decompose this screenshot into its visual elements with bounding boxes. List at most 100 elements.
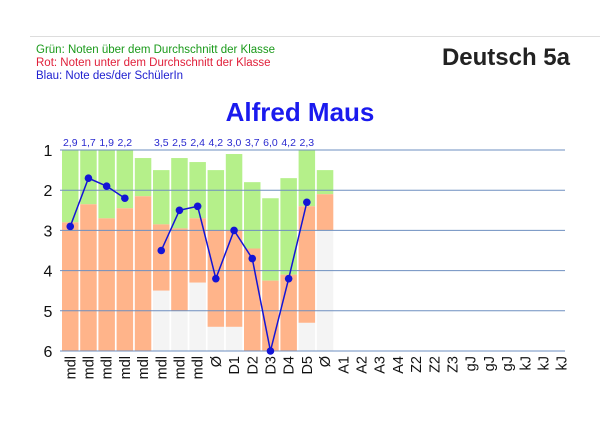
x-tick-label: Ø [209,356,225,367]
value-label: 6,0 [263,137,278,149]
y-tick-label: 3 [44,223,53,240]
bar-green [280,178,297,275]
top-divider [30,36,600,37]
bar-remainder [225,326,243,351]
bar-green [244,182,261,249]
student-grade-point [121,194,129,203]
value-label: 2,4 [190,137,205,149]
x-tick-label: Z2 [409,356,425,373]
bar-green [207,170,225,231]
value-label: 4,2 [281,137,296,149]
bar-orange [316,194,334,231]
student-grade-point [193,202,202,211]
student-grade-point [66,222,75,231]
bar-green [62,150,79,223]
x-tick-label: gJ [500,356,516,371]
x-tick-label: A1 [336,356,352,374]
bar-green [153,170,170,225]
bar-orange [225,230,243,327]
legend-blue: Blau: Note des/der SchülerIn [36,70,184,82]
x-tick-label: mdl [100,356,116,379]
student-grade-point [284,274,293,283]
x-tick-label: gJ [464,356,480,371]
value-label: 3,5 [154,137,169,149]
bar-remainder [189,282,206,351]
student-grade-point [84,174,93,182]
bar-orange [298,206,316,323]
student-grade-point [230,226,238,235]
student-grade-point [157,246,166,255]
chart-title: Alfred Maus [225,97,375,127]
student-grade-point [175,206,184,215]
bar-remainder [171,310,188,351]
x-tick-label: D4 [282,356,298,375]
x-tick-label: mdl [172,356,188,379]
bar-green [225,154,243,231]
bar-green [171,158,188,229]
x-tick-label: mdl [136,356,152,379]
value-label: 2,5 [172,137,187,149]
bar-green [262,198,279,281]
bar-orange [244,248,261,351]
x-tick-label: A4 [391,356,407,374]
bar-orange [280,274,297,351]
x-tick-label: D3 [263,356,279,375]
y-tick-label: 5 [44,304,53,321]
legend-red: Rot: Noten unter dem Durchschnitt der Kl… [36,57,271,69]
value-label: 1,7 [81,137,96,149]
student-grade-point [303,198,311,207]
bar-orange [98,218,115,351]
x-tick-label: mdl [63,356,79,379]
x-tick-label: gJ [482,356,498,371]
bar-remainder [153,290,170,351]
legend-green: Grün: Noten über dem Durchschnitt der Kl… [36,44,276,56]
x-tick-label: D2 [245,356,261,375]
value-label: 2,3 [300,137,315,149]
bar-orange [80,204,97,351]
bar-remainder [207,326,225,351]
student-grade-point [102,182,111,190]
bar-orange [62,222,79,351]
bar-remainder [316,230,334,351]
bar-orange [153,224,170,291]
value-label: 2,2 [118,137,133,149]
y-tick-label: 1 [44,143,53,160]
bar-green [316,170,334,195]
x-tick-label: mdl [81,356,97,379]
x-tick-label: mdl [154,356,170,379]
student-grade-point [248,254,257,263]
y-tick-label: 2 [44,183,53,200]
subject-title: Deutsch 5a [441,44,570,71]
value-label: 3,7 [245,137,260,149]
bar-green [134,158,152,197]
bar-remainder [298,322,316,351]
value-label: 3,0 [227,137,242,149]
value-label: 4,2 [209,137,224,149]
x-tick-label: mdl [191,356,207,379]
bar-orange [134,196,152,351]
student-grade-point [266,347,275,355]
bar-orange [189,218,206,283]
x-tick-label: mdl [118,356,134,379]
x-tick-label: kJ [555,356,571,371]
student-grade-point [212,274,220,283]
student-grade-line [69,177,126,227]
value-label: 1,9 [99,137,114,149]
x-tick-label: Ø [318,356,334,367]
x-tick-label: Z3 [445,356,461,373]
y-tick-label: 6 [44,344,53,361]
bar-orange [171,228,188,311]
y-tick-label: 4 [44,264,53,281]
x-tick-label: A2 [354,356,370,374]
bar-orange [116,208,134,351]
x-tick-label: kJ [518,356,534,371]
x-tick-label: Z2 [427,356,443,373]
x-tick-label: kJ [536,356,552,371]
x-tick-label: D1 [227,356,243,375]
x-tick-label: A3 [373,356,389,374]
x-tick-label: D5 [300,356,316,375]
bar-green [298,150,316,207]
value-label: 2,9 [63,137,78,149]
bar-green [116,150,134,209]
